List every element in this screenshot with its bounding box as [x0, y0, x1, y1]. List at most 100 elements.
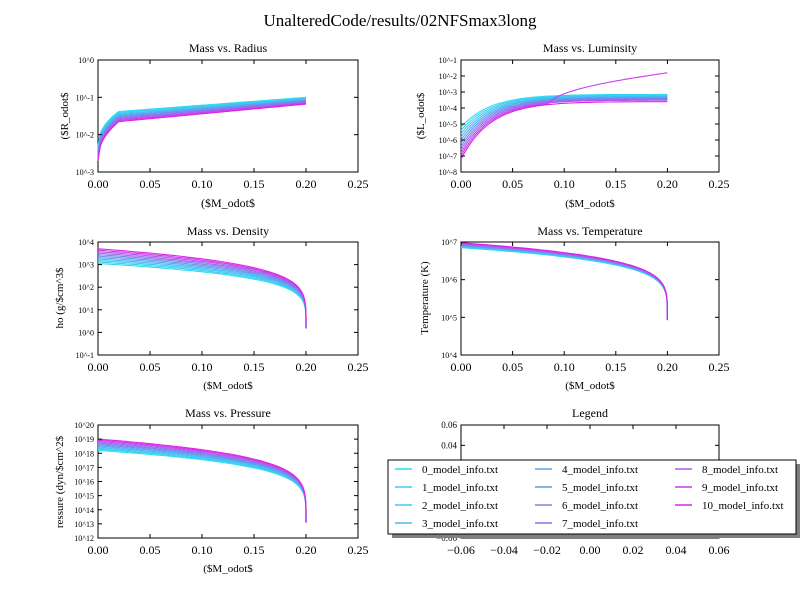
series-line [460, 242, 668, 320]
y-tick-label: 10^3 [78, 261, 94, 270]
panel-mass-luminosity: Mass vs. Luminsity 0.00 0.05 0.10 0.15 0.20 0… [415, 41, 730, 210]
plot-frame [97, 59, 359, 173]
plot-series-group [97, 438, 307, 523]
y-tick-label: 10^12 [74, 534, 94, 543]
legend-label: 0_model_info.txt [422, 464, 498, 476]
plot-ticks-group: 0.00 0.05 0.10 0.15 0.20 0.25 10^0 10^-1 10^-2 10… [76, 56, 369, 191]
series-line [460, 96, 668, 141]
x-tick-label: 0.00 [451, 360, 472, 374]
y-axis-label: ($R_odot$ [59, 92, 71, 140]
series-line [460, 247, 668, 321]
legend-label: 6_model_info.txt [562, 500, 638, 512]
x-tick-label: 0.25 [709, 360, 730, 374]
plot-series-group [460, 72, 668, 160]
x-tick-label: 0.15 [244, 360, 265, 374]
series-line [97, 248, 307, 328]
legend-label: 1_model_info.txt [422, 482, 498, 494]
x-tick-label: 0.20 [296, 543, 317, 557]
y-tick-label: 10^20 [74, 421, 94, 430]
legend-entry: 3_model_info.txt [395, 518, 498, 530]
y-axis-label: ressure (dyn/$cm^2$ [54, 435, 66, 528]
legend-entry: 1_model_info.txt [395, 482, 498, 494]
legend-label: 2_model_info.txt [422, 500, 498, 512]
x-tick-label: −0.06 [447, 543, 475, 557]
legend-entry: 7_model_info.txt [535, 518, 638, 530]
series-line [460, 94, 668, 131]
legend-label: 10_model_info.txt [702, 500, 784, 512]
y-tick-label: 10^14 [74, 506, 94, 515]
y-tick-label: 10^18 [74, 449, 94, 458]
y-axis-label: ($L_odot$ [415, 92, 427, 139]
y-axis-label: Temperature (K) [419, 261, 431, 335]
panel-title: Mass vs. Radius [189, 41, 268, 55]
x-tick-label: 0.15 [244, 177, 265, 191]
x-tick-label: 0.00 [580, 543, 601, 557]
series-line [97, 103, 307, 161]
series-line [460, 101, 668, 160]
legend-entry: 5_model_info.txt [535, 482, 638, 494]
panel-title: Mass vs. Pressure [185, 406, 271, 420]
plot-frame [97, 241, 359, 356]
legend-label: 8_model_info.txt [702, 464, 778, 476]
x-tick-label: 0.10 [192, 177, 213, 191]
y-tick-label: 10^6 [441, 276, 457, 285]
series-line [97, 102, 307, 158]
series-line [97, 97, 307, 148]
y-tick-label: 10^-6 [439, 136, 457, 145]
x-tick-label: 0.20 [296, 360, 317, 374]
panel-title: Legend [572, 406, 608, 420]
x-tick-label: 0.20 [657, 177, 678, 191]
y-tick-label: 10^7 [441, 238, 457, 247]
x-tick-label: 0.25 [709, 177, 730, 191]
y-tick-label: 10^-3 [439, 88, 457, 97]
legend-entry: 0_model_info.txt [395, 464, 498, 476]
legend-entry: 10_model_info.txt [675, 500, 784, 512]
plot-ticks-group: 0.00 0.05 0.10 0.15 0.20 0.25 10^7 10^6 10^5 10^4 [441, 238, 729, 374]
y-axis-label: ho (g/$cm^3$ [54, 267, 66, 329]
x-tick-label: 0.15 [605, 360, 626, 374]
x-tick-label: 0.02 [623, 543, 644, 557]
series-line [460, 246, 668, 321]
series-line [460, 246, 668, 321]
plot-ticks-group: 0.00 0.05 0.10 0.15 0.20 0.25 10^-1 10^-2 10^-3 1… [439, 56, 730, 191]
y-tick-label: 10^-1 [76, 351, 94, 360]
figure-suptitle: UnalteredCode/results/02NFSmax3long [264, 11, 537, 30]
x-tick-label: −0.02 [533, 543, 561, 557]
y-tick-label: 10^4 [441, 351, 457, 360]
series-line [97, 101, 307, 157]
series-line [460, 96, 668, 138]
x-tick-label: 0.00 [88, 177, 109, 191]
plot-frame [460, 59, 720, 173]
series-line [460, 93, 668, 128]
y-tick-label: 0.04 [441, 440, 457, 450]
legend-entry: 6_model_info.txt [535, 500, 638, 512]
y-tick-label: 10^-4 [439, 104, 457, 113]
x-tick-label: 0.15 [605, 177, 626, 191]
x-tick-label: 0.00 [88, 543, 109, 557]
panel-mass-density: Mass vs. Density 0.00 0.05 0.10 0.15 0.20 0.2… [54, 224, 369, 392]
x-tick-label: 0.05 [502, 177, 523, 191]
panel-mass-radius: Mass vs. Radius 0.00 0.05 0.10 0.15 0.20 0.25… [59, 41, 369, 210]
y-tick-label: 10^-8 [439, 168, 457, 177]
x-tick-label: 0.10 [192, 360, 213, 374]
x-tick-label: 0.00 [88, 360, 109, 374]
series-line [460, 97, 668, 144]
series-line [97, 448, 307, 523]
y-tick-label: 10^15 [74, 492, 94, 501]
x-tick-label: 0.06 [709, 543, 730, 557]
x-axis-label: ($M_odot$ [203, 563, 253, 575]
y-tick-label: 10^19 [74, 435, 94, 444]
x-tick-label: 0.05 [140, 177, 161, 191]
x-tick-label: 0.10 [192, 543, 213, 557]
plot-ticks-group: 0.00 0.05 0.10 0.15 0.20 0.25 10^20 10^19 10^18 1… [74, 421, 368, 557]
panel-mass-pressure: Mass vs. Pressure 0.00 0.05 0.10 0.15 0.20 0.… [54, 406, 369, 575]
legend-label: 3_model_info.txt [422, 518, 498, 530]
x-tick-label: 0.05 [140, 360, 161, 374]
y-tick-label: 10^16 [74, 478, 94, 487]
x-tick-label: 0.10 [554, 360, 575, 374]
y-tick-label: 10^1 [78, 306, 94, 315]
legend: 0_model_info.txt 1_model_info.txt 2_model_… [387, 459, 800, 538]
y-tick-label: 10^-1 [439, 56, 457, 65]
y-tick-label: 10^5 [441, 313, 457, 322]
series-line [460, 98, 668, 150]
